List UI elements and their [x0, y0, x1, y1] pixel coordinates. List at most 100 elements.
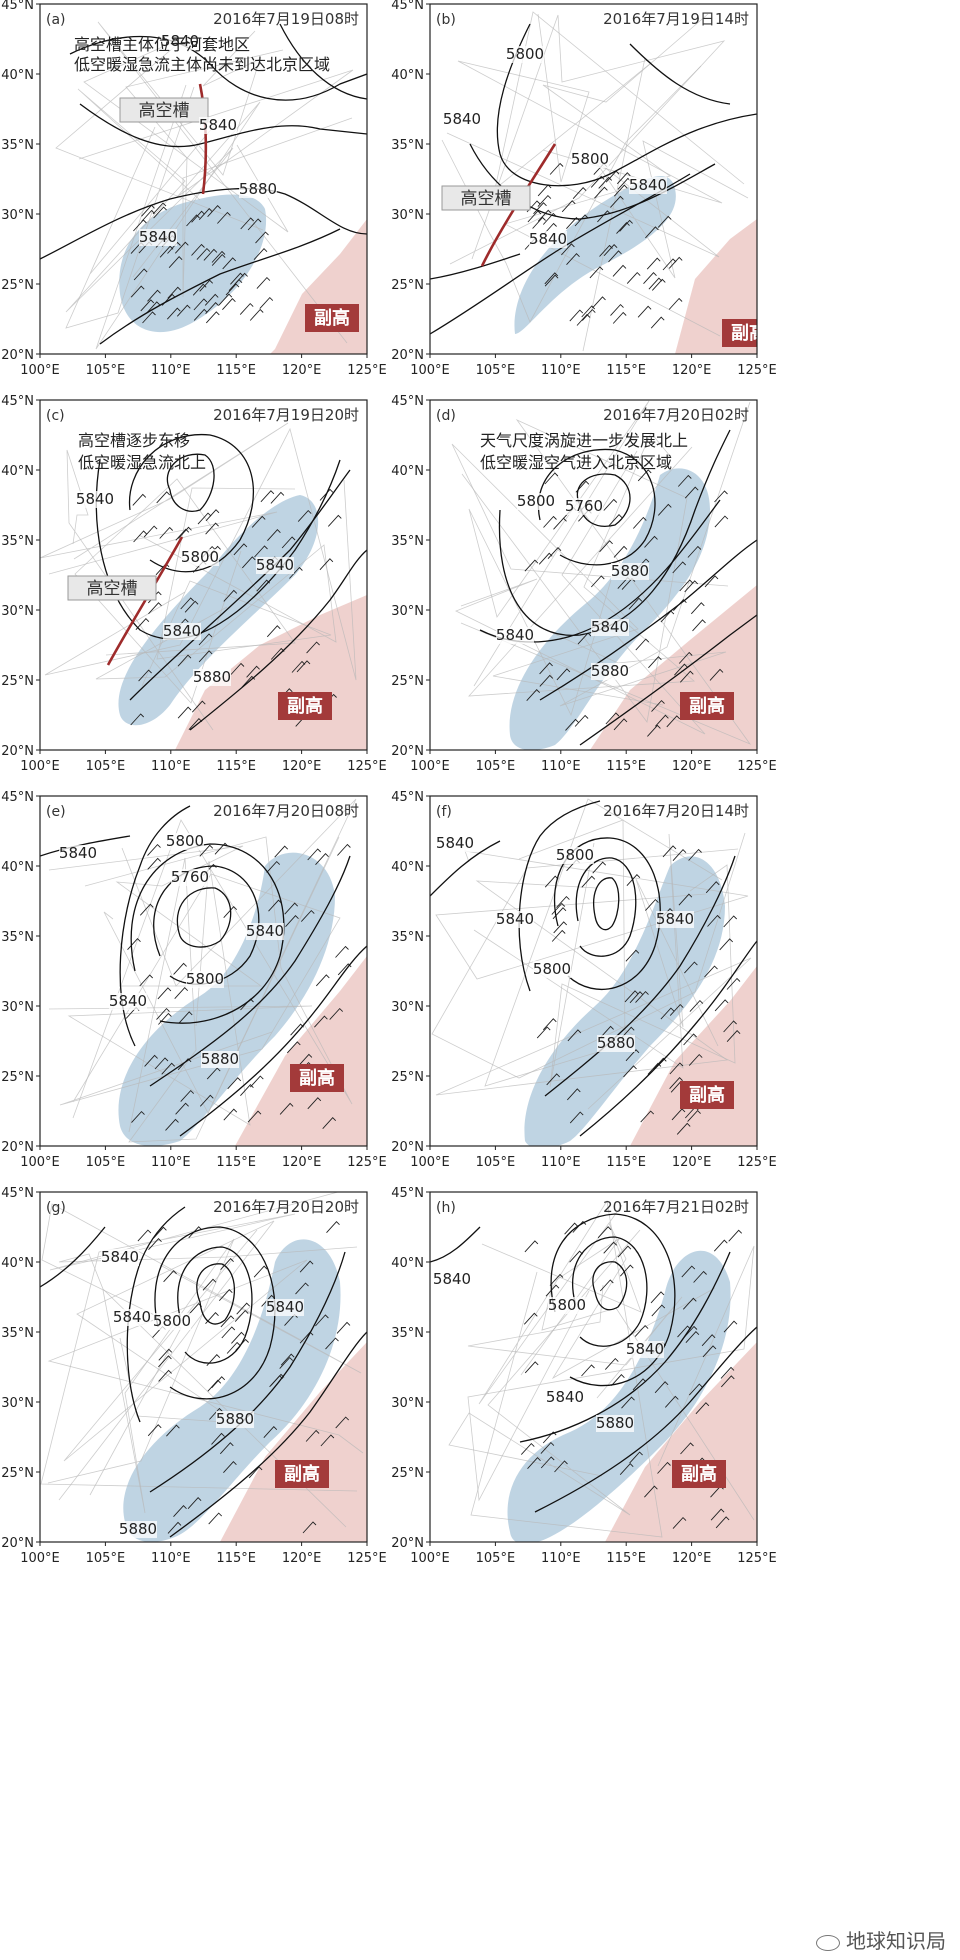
y-tick-label: 25°N	[391, 674, 424, 689]
wind-barb	[327, 514, 342, 527]
wind-barb	[657, 1461, 671, 1474]
wind-barb	[619, 1264, 634, 1277]
y-tick-label: 20°N	[391, 1140, 424, 1155]
wind-barb	[637, 469, 652, 482]
x-tick-label: 120°E	[282, 1155, 322, 1170]
wind-barb	[281, 536, 296, 549]
wind-barb	[253, 248, 268, 261]
wind-barb	[130, 285, 145, 298]
province-border	[72, 819, 353, 1119]
wind-barb	[520, 1442, 535, 1455]
wind-barb	[666, 715, 681, 728]
wind-barb	[592, 861, 607, 874]
contour-label: 5840	[76, 490, 114, 508]
wind-barb	[199, 844, 214, 857]
wind-barb	[234, 1309, 249, 1322]
y-tick-label: 35°N	[391, 534, 424, 549]
wind-barb	[199, 279, 214, 292]
wind-barb	[632, 1378, 647, 1391]
wind-barb	[174, 987, 189, 1000]
x-tick-label: 120°E	[282, 363, 322, 378]
y-tick-label: 35°N	[1, 1326, 34, 1341]
x-tick-label: 115°E	[216, 759, 256, 774]
contour-label: 5840	[496, 910, 534, 928]
wind-barb	[314, 1015, 328, 1028]
wind-barb	[684, 961, 698, 974]
contour-label-bg	[597, 1035, 635, 1052]
wind-barb	[608, 250, 622, 263]
panel-letter: (f)	[436, 804, 452, 820]
y-tick-label: 25°N	[391, 278, 424, 293]
geopotential-contour	[99, 228, 341, 345]
y-tick-label: 45°N	[1, 0, 34, 13]
panel-note: 低空暖湿急流北上	[78, 453, 206, 472]
geopotential-contour	[592, 1261, 628, 1311]
wind-barb	[147, 857, 162, 870]
wind-barb	[592, 296, 606, 309]
x-tick-label: 105°E	[476, 1551, 516, 1566]
wind-barb	[300, 909, 315, 922]
y-tick-label: 25°N	[1, 278, 34, 293]
chat-bubble-icon	[816, 1934, 840, 1951]
wind-barb	[551, 929, 566, 942]
y-tick-label: 30°N	[1, 604, 34, 619]
wind-barb	[704, 965, 718, 978]
province-border	[44, 427, 357, 681]
x-tick-label: 110°E	[151, 363, 191, 378]
y-tick-label: 40°N	[391, 464, 424, 479]
wind-barb	[678, 651, 693, 664]
wind-barb	[728, 1229, 743, 1242]
y-tick-label: 45°N	[1, 394, 34, 409]
wind-barb	[723, 915, 738, 928]
province-border	[441, 65, 702, 323]
y-tick-label: 35°N	[1, 930, 34, 945]
wind-barb	[676, 1122, 691, 1135]
subtropical-high-label-box	[722, 319, 757, 347]
wind-barb	[152, 202, 167, 215]
subtropical-high-label: 副高	[689, 695, 725, 717]
map-area: 高空槽 5840 5800 5840 5840 5880 副高	[40, 400, 367, 750]
geopotential-contour	[430, 840, 501, 897]
wind-barb	[679, 670, 694, 683]
trough-label-box	[441, 185, 531, 211]
wind-barb	[543, 515, 557, 528]
contour-label: 5800	[181, 548, 219, 566]
y-tick-label: 30°N	[391, 604, 424, 619]
wind-barb	[188, 1226, 203, 1239]
x-tick-label: 120°E	[672, 759, 712, 774]
map-frame	[429, 399, 758, 751]
geopotential-contour	[130, 843, 285, 1024]
contour-label: 5760	[565, 497, 603, 515]
wind-barb	[616, 221, 630, 234]
contour-label: 5800	[517, 492, 555, 510]
x-tick-label: 120°E	[672, 1551, 712, 1566]
contour-label: 5880	[239, 180, 277, 198]
province-border	[455, 450, 706, 735]
wind-barbs	[520, 1220, 743, 1529]
y-tick-label: 30°N	[1, 1396, 34, 1411]
wind-barb	[645, 898, 659, 911]
x-tick-label: 120°E	[672, 1155, 712, 1170]
panel-note: 低空暖湿急流主体尚未到达北京区域	[74, 55, 330, 74]
wind-barb	[581, 1364, 595, 1377]
wind-barb	[542, 1018, 557, 1031]
trough-label: 高空槽	[461, 189, 512, 209]
wind-barb	[572, 187, 587, 200]
province-border	[48, 845, 263, 987]
wind-barb	[205, 522, 219, 535]
x-tick-label: 125°E	[347, 1155, 387, 1170]
wind-barb	[581, 875, 596, 888]
wind-barb	[681, 1265, 696, 1278]
contour-label-bg	[119, 1521, 157, 1538]
y-tick-label: 25°N	[1, 1070, 34, 1085]
wind-barb	[598, 176, 613, 189]
watermark-text: 地球知识局	[846, 1929, 946, 1953]
x-tick-label: 115°E	[606, 759, 646, 774]
province-border	[55, 35, 289, 233]
wind-barb	[225, 283, 240, 296]
wind-barb	[221, 1326, 236, 1339]
contour-label: 5840	[546, 1388, 584, 1406]
wind-barb	[650, 1291, 665, 1304]
province-border	[451, 443, 729, 706]
x-tick-label: 100°E	[410, 363, 450, 378]
